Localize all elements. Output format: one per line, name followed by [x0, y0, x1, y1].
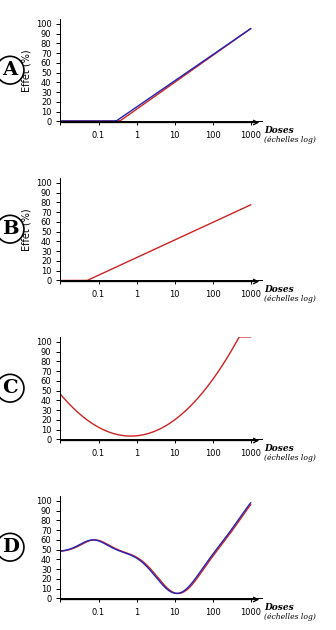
Text: D: D	[2, 538, 18, 556]
Text: Doses: Doses	[264, 603, 294, 612]
Text: (échelles log): (échelles log)	[264, 295, 316, 303]
Text: (échelles log): (échelles log)	[264, 613, 316, 621]
Text: B: B	[2, 220, 18, 238]
Text: Doses: Doses	[264, 285, 294, 294]
Text: Doses: Doses	[264, 444, 294, 452]
Text: (échelles log): (échelles log)	[264, 454, 316, 462]
Text: (échelles log): (échelles log)	[264, 136, 316, 144]
Y-axis label: Effet (%): Effet (%)	[22, 208, 32, 251]
Text: A: A	[2, 61, 18, 79]
Text: Doses: Doses	[264, 125, 294, 135]
Text: C: C	[2, 379, 18, 397]
Y-axis label: Effet (%): Effet (%)	[22, 49, 32, 91]
